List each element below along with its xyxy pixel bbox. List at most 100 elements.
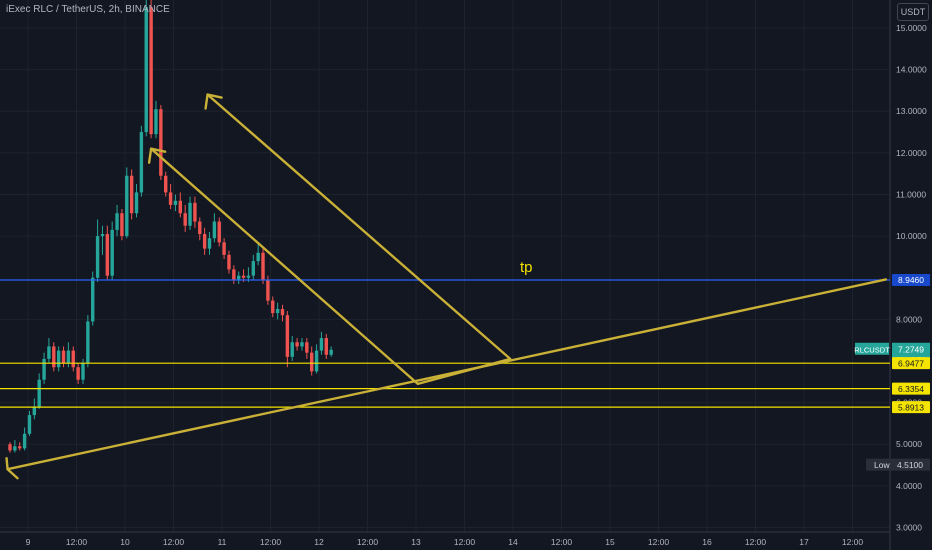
low-value: 4.5100 xyxy=(897,460,923,470)
candle-down xyxy=(178,200,183,214)
price-tick-label: 5.0000 xyxy=(896,439,922,449)
candle-up xyxy=(110,229,114,276)
candle-up xyxy=(173,200,178,205)
current-price-badge: 7.2749 xyxy=(898,344,924,354)
currency-button[interactable]: USDT xyxy=(897,3,929,21)
candle-down xyxy=(159,109,163,176)
candle-up xyxy=(81,363,85,380)
time-tick-label: 12:00 xyxy=(260,537,282,547)
tp-price-badge: 8.9460 xyxy=(898,275,924,285)
tp-label: tp xyxy=(520,259,533,276)
candle-up xyxy=(91,277,95,322)
low-badge-bg xyxy=(866,458,930,471)
candle-down xyxy=(8,444,12,451)
time-tick-label: 12:00 xyxy=(648,537,670,547)
channel-bottom-connector xyxy=(417,357,511,386)
candle-down xyxy=(241,275,246,278)
candle-up xyxy=(207,238,212,249)
candle-down xyxy=(52,346,56,368)
channel-lower-line[interactable] xyxy=(149,147,419,386)
candle-up xyxy=(32,406,37,416)
candle-down xyxy=(18,446,22,449)
channel-lower-arrow-icon xyxy=(147,147,167,164)
candle-up xyxy=(314,350,319,372)
price-tick-label: 11.0000 xyxy=(896,189,926,199)
time-tick-label: 10 xyxy=(120,537,130,547)
candle-up xyxy=(319,338,324,351)
candle-down xyxy=(164,175,168,193)
candle-up xyxy=(22,433,27,449)
support-3-badge-bg xyxy=(892,401,930,414)
support-1-badge: 6.9477 xyxy=(898,358,924,368)
candle-down xyxy=(76,367,80,380)
candle-up xyxy=(13,446,17,451)
candle-down xyxy=(261,252,265,280)
candle-down xyxy=(168,192,173,205)
candle-down xyxy=(271,300,275,314)
candle-up xyxy=(275,308,280,314)
time-tick-label: 14 xyxy=(508,537,518,547)
candle-down xyxy=(61,350,66,364)
candle-down xyxy=(222,242,226,255)
candle-up xyxy=(154,109,158,135)
price-tick-label: 15.0000 xyxy=(896,23,927,33)
time-tick-label: 12:00 xyxy=(357,537,379,547)
candle-down xyxy=(198,221,202,235)
symbol-badge: RLCUSDT xyxy=(854,345,890,354)
price-tick-label: 3.0000 xyxy=(896,522,922,532)
candle-down xyxy=(266,279,270,301)
time-tick-label: 16 xyxy=(702,537,712,547)
candle-down xyxy=(232,269,236,280)
candle-down xyxy=(305,342,309,353)
candle-up xyxy=(188,202,192,226)
tp-price-badge-bg xyxy=(892,273,930,286)
candle-down xyxy=(105,234,110,276)
time-tick-label: 12:00 xyxy=(454,537,476,547)
price-tick-label: 8.0000 xyxy=(896,314,922,324)
time-tick-label: 11 xyxy=(218,537,227,547)
candle-up xyxy=(125,175,129,237)
candle-down xyxy=(324,338,328,355)
channel-upper-line[interactable] xyxy=(206,93,512,361)
support-1-badge-bg xyxy=(892,357,930,370)
candle-up xyxy=(300,342,304,347)
candle-up xyxy=(86,321,90,364)
candle-up xyxy=(42,358,46,380)
candle-down xyxy=(193,202,197,222)
candle-down xyxy=(217,221,221,243)
price-tick-label: 14.0000 xyxy=(896,65,927,75)
candle-down xyxy=(149,7,153,135)
candle-down xyxy=(227,254,231,270)
candle-down xyxy=(120,213,124,237)
candle-up xyxy=(246,275,251,278)
time-tick-label: 15 xyxy=(605,537,615,547)
time-tick-label: 12:00 xyxy=(66,537,88,547)
support-2-badge: 6.3354 xyxy=(898,384,924,394)
low-label: Low xyxy=(874,460,890,470)
price-tick-label: 13.0000 xyxy=(896,106,927,116)
candle-up xyxy=(212,221,217,239)
candle-down xyxy=(129,175,134,214)
candle-up xyxy=(56,350,61,368)
price-tick-label: 10.0000 xyxy=(896,231,927,241)
candle-up xyxy=(251,261,255,276)
candle-up xyxy=(100,234,105,237)
time-tick-label: 17 xyxy=(799,537,809,547)
rising-trendline[interactable] xyxy=(6,278,888,471)
candle-down xyxy=(285,315,290,357)
time-tick-label: 13 xyxy=(411,537,421,547)
candle-up xyxy=(27,415,32,434)
candle-up xyxy=(66,350,71,364)
symbol-badge-bg xyxy=(855,342,889,355)
candle-up xyxy=(290,342,294,357)
candle-down xyxy=(295,342,299,347)
candle-up xyxy=(95,236,100,278)
price-tick-label: 4.0000 xyxy=(896,481,922,491)
channel-upper-arrow-icon xyxy=(204,93,223,110)
time-tick-label: 12:00 xyxy=(745,537,767,547)
trendline-start-arrow-icon xyxy=(5,457,19,480)
candle-down xyxy=(183,213,187,226)
price-tick-label: 12.0000 xyxy=(896,148,927,158)
